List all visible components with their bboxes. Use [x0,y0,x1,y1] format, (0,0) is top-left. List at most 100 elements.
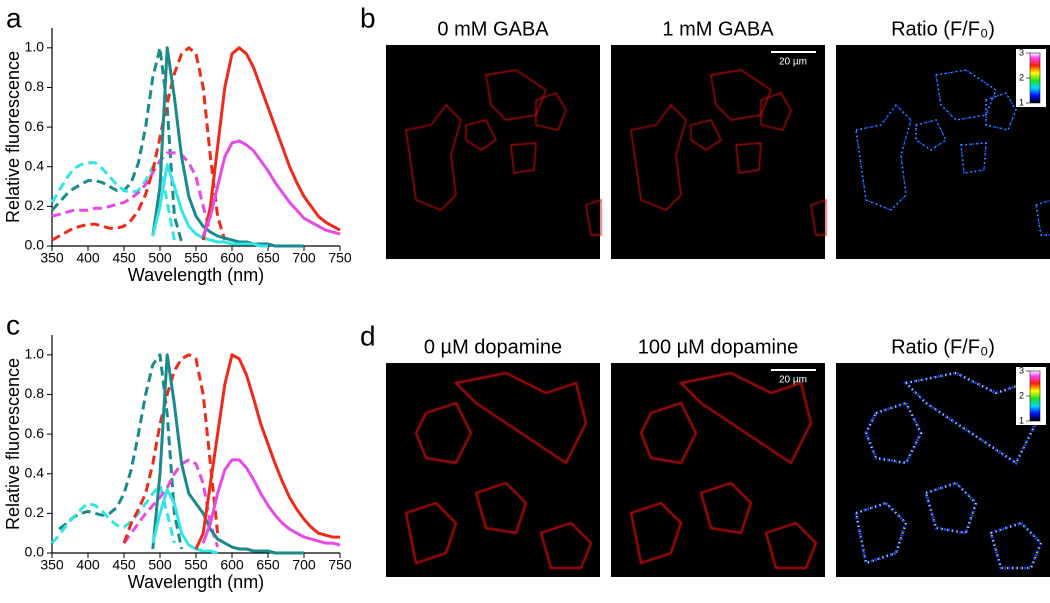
x-tick-label: 400 [76,250,100,266]
colorbar-tick-label: 2 [1019,72,1024,82]
x-tick-label: 600 [220,250,244,266]
image-background [836,363,1050,577]
panel-label: c [6,309,20,340]
panel-label: d [360,320,376,351]
colorbar-tick-label: 2 [1019,390,1024,400]
x-tick-label: 600 [220,557,244,573]
image-background [611,363,825,577]
cell-outline [539,521,593,570]
scale-bar-label: 20 µm [779,57,807,68]
x-tick-label: 450 [112,250,136,266]
x-tick-label: 650 [256,250,280,266]
image-title: Ratio (F/F₀) [891,336,995,358]
cell-outline [405,103,462,211]
ratio-outline [903,371,1038,465]
micrograph: 20 µm [611,45,827,259]
spectrum-line [122,353,220,544]
image-background [611,45,825,259]
cell-outline [699,481,753,535]
y-tick-label: 1.0 [25,346,45,362]
cell-outline [474,481,528,535]
cell-outline [735,142,762,174]
x-tick-label: 400 [76,557,100,573]
image-title: 1 mM GABA [662,18,774,40]
spectrum-line [122,458,220,548]
scale-bar-label: 20 µm [779,375,807,386]
micrograph: 1 2 3 [836,45,1050,259]
micrograph [386,363,600,577]
ratio-outline [854,501,908,565]
spectrum-line [151,163,268,248]
ratio-outline [989,521,1043,570]
x-tick-label: 650 [256,557,280,573]
ratio-outline [902,371,1038,466]
y-tick-label: 0.4 [25,464,45,480]
ratio-outline [935,69,997,121]
x-tick-label: 700 [292,250,316,266]
cell-outline [510,142,537,174]
spectrum-line [151,488,219,555]
y-tick-label: 0.8 [25,385,45,401]
micrograph: 20 µm [611,363,825,577]
micrograph [386,45,602,259]
y-tick-label: 1.0 [25,39,45,55]
cell-outline [629,501,683,565]
x-axis-label: Wavelength (nm) [128,265,264,285]
ratio-outline [924,481,978,535]
spectrum-line [151,353,304,555]
image-background [386,45,600,259]
spectrum-line [151,46,304,248]
colorbar [1029,52,1041,104]
colorbar-tick-label: 3 [1019,365,1024,375]
micrograph: 1 2 3 [836,363,1050,577]
x-tick-label: 750 [328,250,352,266]
image-title: Ratio (F/F₀) [891,18,995,40]
ratio-outline [960,142,987,174]
x-tick-label: 550 [184,250,208,266]
spectrum-line [201,46,341,241]
spectrum-line [50,484,176,545]
x-tick-label: 500 [148,250,172,266]
x-axis-label: Wavelength (nm) [128,572,264,592]
ratio-outline [985,92,1017,131]
ratio-outline [924,481,978,535]
ratio-outline [1035,199,1050,236]
image-background [386,363,600,577]
spectrum-line [194,353,340,550]
cell-outline [453,371,588,465]
y-tick-label: 0.6 [25,118,45,134]
cell-outline [404,501,458,565]
cell-outline [535,92,567,131]
ratio-outline [915,119,948,151]
colorbar-tick-label: 3 [1019,47,1024,57]
cell-outline [678,371,813,465]
x-tick-label: 350 [40,557,64,573]
colorbar-tick-label: 1 [1019,97,1024,107]
y-tick-label: 0.0 [25,544,45,560]
spectrum-line [58,353,184,550]
cell-outline [585,199,602,236]
colorbar-tick-label: 1 [1019,415,1024,425]
ratio-outline [864,401,923,465]
x-tick-label: 750 [328,557,352,573]
x-tick-label: 500 [148,557,172,573]
x-tick-label: 550 [184,557,208,573]
y-axis-label: Relative fluorescence [3,51,23,223]
ratio-outline [855,103,912,211]
cell-outline [465,119,497,151]
colorbar [1029,370,1041,422]
cell-outline [690,119,722,151]
cell-outline [630,103,687,211]
image-title: 0 µM dopamine [424,336,562,358]
spectrum-line [51,151,212,233]
x-tick-label: 450 [112,557,136,573]
image-title: 0 mM GABA [437,18,549,40]
panel-label: b [360,2,376,33]
cell-outline [764,521,818,570]
y-tick-label: 0.0 [25,237,45,253]
spectrum-line [50,46,184,243]
y-tick-label: 0.8 [25,78,45,94]
image-background [836,45,1050,259]
x-tick-label: 350 [40,250,64,266]
y-tick-label: 0.2 [25,197,45,213]
